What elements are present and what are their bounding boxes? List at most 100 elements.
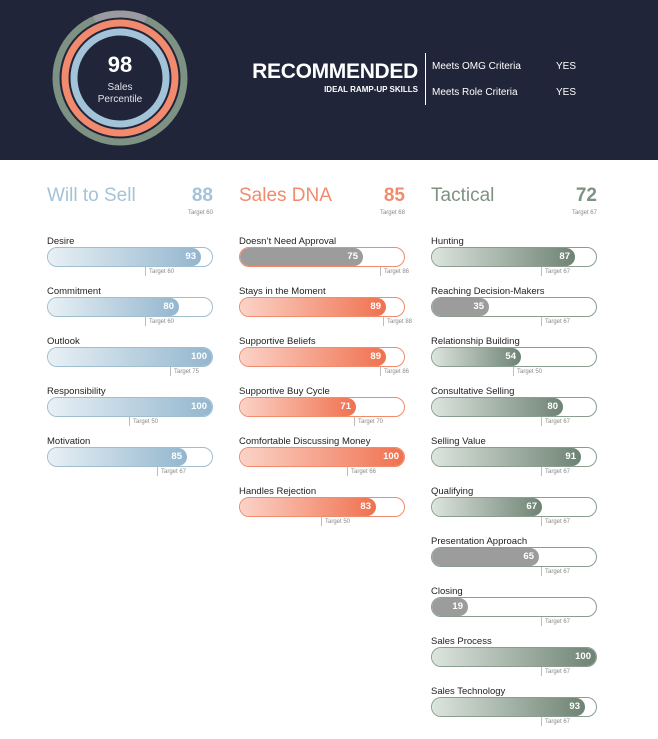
skill-bar-fill: 89 bbox=[240, 348, 386, 366]
skill-bar-fill: 100 bbox=[240, 448, 404, 466]
skill-bar-fill: 65 bbox=[432, 548, 539, 566]
skill-row: Motivation 85 Target 67 bbox=[47, 436, 213, 486]
target-label: Target 66 bbox=[351, 469, 377, 475]
target-marker bbox=[541, 717, 542, 726]
skill-row: Sales Process 100 Target 67 bbox=[431, 636, 597, 686]
skill-value: 100 bbox=[191, 351, 207, 362]
skill-row: Desire 93 Target 60 bbox=[47, 236, 213, 286]
skill-label: Closing bbox=[431, 586, 463, 597]
skill-value: 100 bbox=[191, 401, 207, 412]
skill-value: 54 bbox=[505, 351, 516, 362]
skill-label: Responsibility bbox=[47, 386, 106, 397]
target-marker bbox=[541, 317, 542, 326]
column-score: 88 bbox=[191, 185, 213, 206]
target-label: Target 67 bbox=[545, 669, 571, 675]
skill-bar: 71 bbox=[239, 397, 405, 417]
skill-bar-fill: 93 bbox=[48, 248, 201, 266]
skill-row: Consultative Selling 80 Target 67 bbox=[431, 386, 597, 436]
skill-label: Selling Value bbox=[431, 436, 486, 447]
target-label: Target 67 bbox=[545, 719, 571, 725]
skill-bar-fill: 100 bbox=[48, 398, 212, 416]
target-marker bbox=[541, 417, 542, 426]
skill-value: 80 bbox=[547, 401, 558, 412]
role-criteria-label: Meets Role Criteria bbox=[432, 87, 518, 98]
skill-label: Outlook bbox=[47, 336, 80, 347]
skill-bar: 80 bbox=[47, 297, 213, 317]
target-marker bbox=[380, 367, 381, 376]
target-marker bbox=[145, 317, 146, 326]
target-label: Target 50 bbox=[133, 419, 159, 425]
recommendation-block: RECOMMENDED IDEAL RAMP-UP SKILLS bbox=[230, 60, 418, 94]
skill-value: 93 bbox=[185, 251, 196, 262]
skill-bar: 83 bbox=[239, 497, 405, 517]
percentile-label-top: Sales bbox=[107, 82, 133, 93]
target-label: Target 50 bbox=[517, 369, 543, 375]
skill-row: Reaching Decision-Makers 35 Target 67 bbox=[431, 286, 597, 336]
target-label: Target 67 bbox=[545, 569, 571, 575]
target-label: Target 60 bbox=[149, 319, 175, 325]
skill-label: Motivation bbox=[47, 436, 91, 447]
skill-bar: 91 bbox=[431, 447, 597, 467]
skill-label: Stays in the Moment bbox=[239, 286, 326, 297]
skill-value: 89 bbox=[370, 301, 381, 312]
skill-label: Presentation Approach bbox=[431, 536, 528, 547]
skill-row: Doesn’t Need Approval 75 Target 86 bbox=[239, 236, 409, 286]
recommendation-title: RECOMMENDED bbox=[252, 60, 418, 83]
column-target: Target 68 bbox=[379, 210, 405, 216]
skill-label: Sales Technology bbox=[431, 686, 506, 697]
skill-value: 89 bbox=[370, 351, 381, 362]
skill-row: Comfortable Discussing Money 100 Target 66 bbox=[239, 436, 405, 486]
target-label: Target 86 bbox=[384, 269, 410, 275]
skill-label: Desire bbox=[47, 236, 75, 247]
skill-value: 35 bbox=[473, 301, 484, 312]
skill-value: 85 bbox=[171, 451, 182, 462]
target-label: Target 67 bbox=[545, 269, 571, 275]
skill-bar: 100 bbox=[239, 447, 405, 467]
skill-label: Supportive Beliefs bbox=[239, 336, 316, 347]
skill-row: Handles Rejection 83 Target 50 bbox=[239, 486, 405, 536]
target-marker bbox=[380, 267, 381, 276]
criteria-divider bbox=[425, 53, 426, 105]
skill-bar: 89 bbox=[239, 297, 405, 317]
target-marker bbox=[347, 467, 348, 476]
target-label: Target 60 bbox=[149, 269, 175, 275]
skill-value: 19 bbox=[452, 601, 463, 612]
skill-bar: 35 bbox=[431, 297, 597, 317]
omg-criteria-value: YES bbox=[556, 61, 577, 72]
skill-row: Relationship Building 54 Target 50 bbox=[431, 336, 597, 386]
skill-bar: 87 bbox=[431, 247, 597, 267]
skill-label: Sales Process bbox=[431, 636, 492, 647]
column-score: 72 bbox=[575, 185, 597, 206]
skill-value: 91 bbox=[565, 451, 576, 462]
skill-label: Comfortable Discussing Money bbox=[239, 436, 371, 447]
column-target: Target 60 bbox=[187, 210, 213, 216]
target-label: Target 67 bbox=[545, 519, 571, 525]
target-marker bbox=[541, 267, 542, 276]
target-label: Target 86 bbox=[384, 369, 410, 375]
skill-bar-fill: 100 bbox=[432, 648, 596, 666]
skill-bar-fill: 35 bbox=[432, 298, 489, 316]
skill-bar: 65 bbox=[431, 547, 597, 567]
target-marker bbox=[541, 567, 542, 576]
skill-row: Presentation Approach 65 Target 67 bbox=[431, 536, 597, 586]
skill-value: 100 bbox=[575, 651, 591, 662]
target-marker bbox=[157, 467, 158, 476]
skill-row: Hunting 87 Target 67 bbox=[431, 236, 597, 286]
header-banner: 98 Sales Percentile RECOMMENDED IDEAL RA… bbox=[0, 0, 658, 160]
skill-row: Qualifying 67 Target 67 bbox=[431, 486, 597, 536]
skill-bar-fill: 100 bbox=[48, 348, 212, 366]
percentile-label-bottom: Percentile bbox=[97, 94, 143, 105]
skill-bar: 85 bbox=[47, 447, 213, 467]
skill-label: Doesn’t Need Approval bbox=[239, 236, 337, 247]
skill-value: 83 bbox=[360, 501, 371, 512]
skill-bar: 75 bbox=[239, 247, 405, 267]
skill-value: 87 bbox=[559, 251, 570, 262]
target-label: Target 67 bbox=[545, 319, 571, 325]
skill-label: Qualifying bbox=[431, 486, 474, 497]
skill-bar: 19 bbox=[431, 597, 597, 617]
skill-row: Supportive Beliefs 89 Target 86 bbox=[239, 336, 409, 386]
skill-value: 67 bbox=[526, 501, 537, 512]
recommendation-subtitle: IDEAL RAMP-UP SKILLS bbox=[324, 85, 418, 94]
skill-bar: 54 bbox=[431, 347, 597, 367]
skill-bar-fill: 71 bbox=[240, 398, 356, 416]
